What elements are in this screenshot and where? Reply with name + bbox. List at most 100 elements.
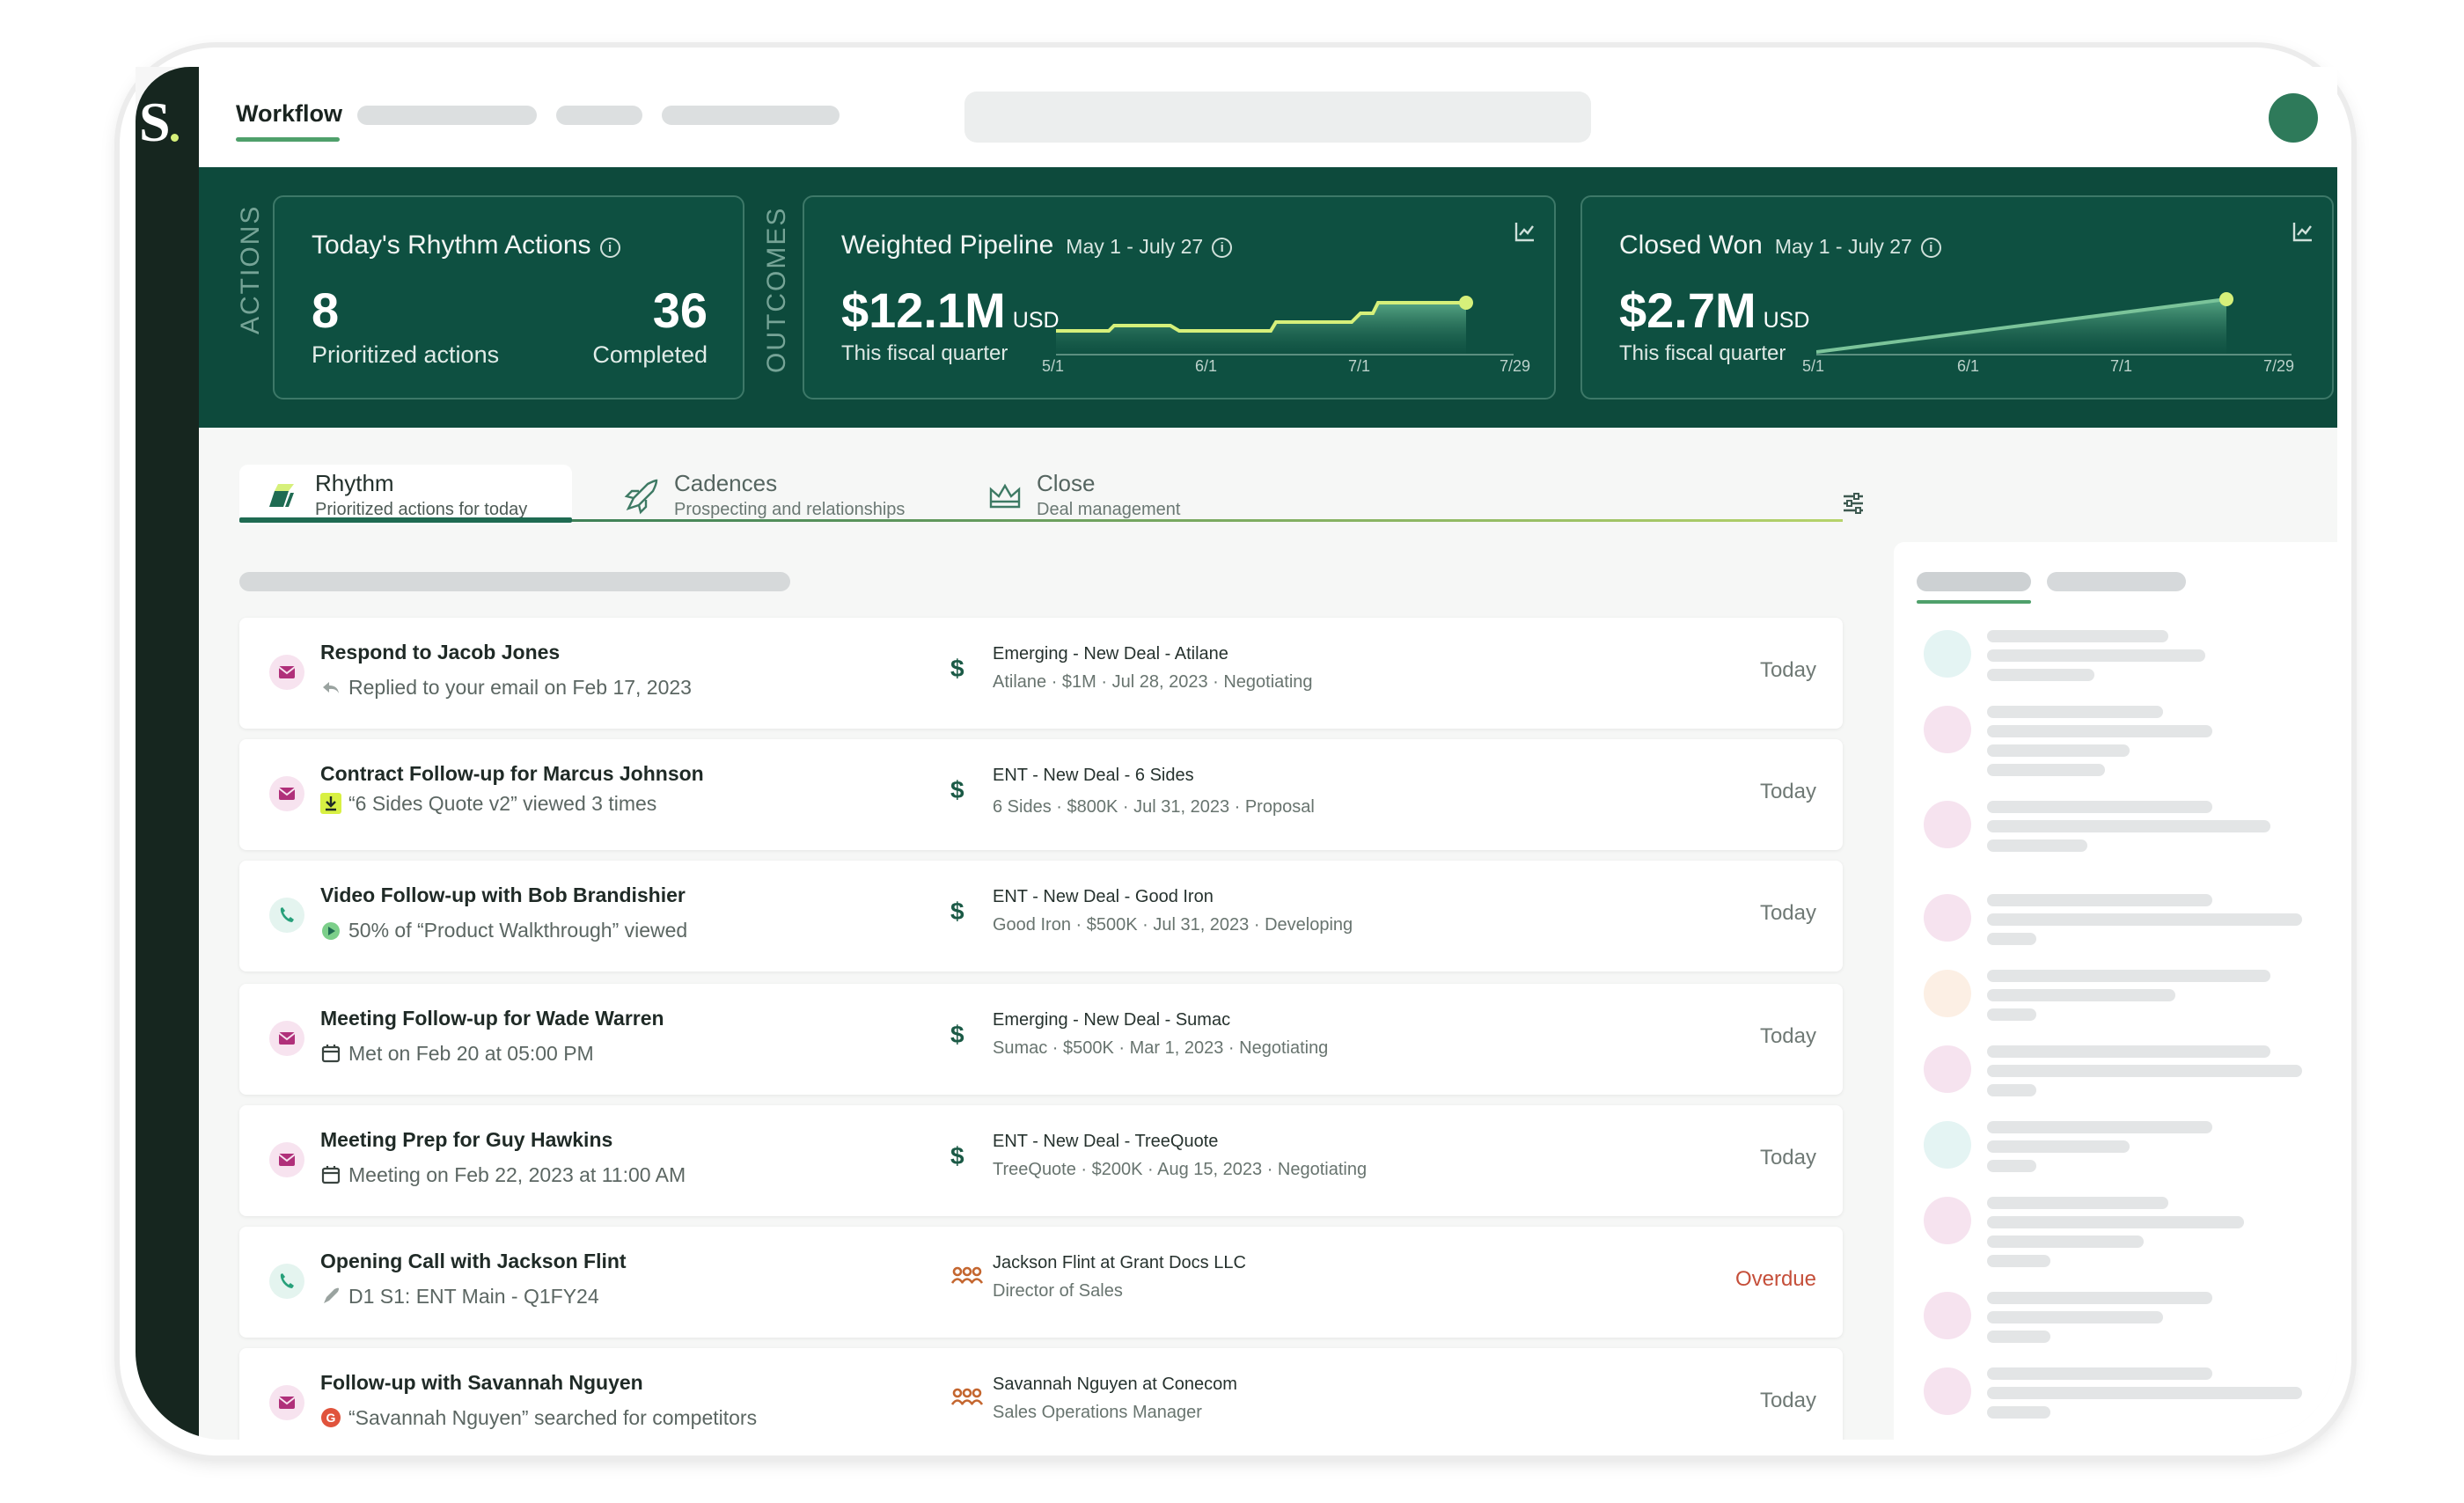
placeholder-line [1987,820,2270,832]
row-title: Respond to Jacob Jones [320,641,561,664]
row-detail: D1 S1: ENT Main - Q1FY24 [320,1285,599,1309]
placeholder-line [1987,1121,2212,1133]
crown-icon [989,483,1021,509]
nav-item-placeholder[interactable] [662,106,840,125]
closed-title-text: Closed Won [1619,231,1763,260]
placeholder-avatar [1924,894,1971,942]
mail-icon [269,1142,304,1177]
app-logo[interactable]: S [139,91,171,153]
info-icon[interactable]: i [1212,238,1233,258]
row-detail: Met on Feb 20 at 05:00 PM [320,1042,594,1066]
closed-value: $2.7M [1619,282,1756,338]
pipeline-currency: USD [1012,308,1060,333]
people-icon [950,1385,984,1414]
panel-tab-placeholder[interactable] [1917,572,2031,591]
placeholder-line [1987,630,2168,642]
deal-title[interactable]: ENT - New Deal - 6 Sides [993,766,1194,785]
row-detail-text: “Savannah Nguyen” searched for competito… [348,1406,758,1429]
action-row[interactable]: Follow-up with Savannah Nguyen G “Savanna… [239,1348,1843,1440]
panel-tab-placeholder[interactable] [2047,572,2186,591]
placeholder-line [1987,1235,2144,1248]
deal-meta: Sumac · $500K · Mar 1, 2023 · Negotiatin… [993,1038,1329,1058]
placeholder-avatar [1924,1197,1971,1244]
user-avatar[interactable] [2269,93,2318,143]
rhythm-actions-card[interactable]: Today's Rhythm Actions i 8 Prioritized ac… [273,195,744,400]
deal-title[interactable]: Emerging - New Deal - Atilane [993,644,1228,664]
placeholder-avatar [1924,630,1971,678]
placeholder-line [1987,913,2302,926]
info-icon[interactable]: i [599,238,620,258]
nav-item-placeholder[interactable] [357,106,537,125]
deal-title[interactable]: Emerging - New Deal - Sumac [993,1010,1231,1030]
nav-workflow[interactable]: Workflow [236,100,342,127]
pipeline-period: This fiscal quarter [841,341,1008,365]
placeholder-line [1987,725,2212,737]
placeholder-line [1987,801,2212,813]
action-row[interactable]: Meeting Follow-up for Wade Warren Met on… [239,984,1843,1095]
placeholder-line [1987,669,2094,681]
placeholder-line [1987,1255,2050,1267]
closed-period: This fiscal quarter [1619,341,1786,365]
placeholder-line [1987,933,2036,945]
deal-meta: TreeQuote · $200K · Aug 15, 2023 · Negot… [993,1160,1368,1179]
row-title: Meeting Prep for Guy Hawkins [320,1128,613,1151]
contact-title[interactable]: Savannah Nguyen at Conecom [993,1375,1237,1394]
dollar-icon: $ [950,776,964,803]
row-detail-text: “6 Sides Quote v2” viewed 3 times [348,792,657,815]
metrics-band: ACTIONS Today's Rhythm Actions i 8 Priori… [199,167,2337,428]
rhythm-icon [269,484,294,507]
closed-won-card[interactable]: Closed Won May 1 - July 27 i $2.7M USD This… [1580,195,2334,400]
contact-role: Sales Operations Manager [993,1403,1202,1422]
calendar-icon [321,1166,341,1184]
completed-label: Completed [592,341,708,368]
logo-dot [171,134,179,142]
row-title: Contract Follow-up for Marcus Johnson [320,762,704,785]
placeholder-line [1987,1008,2036,1021]
row-detail-text: D1 S1: ENT Main - Q1FY24 [348,1285,599,1308]
row-title: Follow-up with Savannah Nguyen [320,1371,643,1394]
placeholder-line [1987,1387,2302,1399]
phone-icon [269,898,304,933]
rocket-icon [324,1287,339,1303]
deal-title[interactable]: ENT - New Deal - Good Iron [993,887,1214,906]
action-row[interactable]: Meeting Prep for Guy Hawkins Meeting on … [239,1105,1843,1216]
phone-icon [269,1264,304,1299]
action-row[interactable]: Respond to Jacob Jones Replied to your e… [239,618,1843,729]
tab-close[interactable]: Close Deal management [987,465,1251,524]
action-row[interactable]: Video Follow-up with Bob Brandishier 50%… [239,861,1843,971]
action-row[interactable]: Contract Follow-up for Marcus Johnson “6… [239,739,1843,850]
chart-icon[interactable] [2292,220,2314,243]
closed-sparkline [1816,292,2292,357]
row-title: Opening Call with Jackson Flint [320,1250,627,1272]
deal-meta: Atilane · $1M · Jul 28, 2023 · Negotiati… [993,672,1313,692]
due-status: Today [1759,901,1816,925]
chart-icon[interactable] [1514,220,1536,243]
tab-cadences[interactable]: Cadences Prospecting and relationships [621,465,938,524]
info-icon[interactable]: i [1920,238,1941,258]
side-panel-placeholder [1894,542,2337,1440]
reply-icon [323,682,339,693]
nav-item-placeholder[interactable] [556,106,642,125]
mail-icon [269,1021,304,1056]
closed-amount: $2.7M USD [1619,282,1809,339]
filter-icon[interactable] [1841,491,1866,516]
tab-rhythm[interactable]: Rhythm Prioritized actions for today [239,465,572,524]
pipeline-card-title: Weighted Pipeline May 1 - July 27 i [841,231,1233,260]
contact-title[interactable]: Jackson Flint at Grant Docs LLC [993,1253,1246,1272]
row-detail-text: Replied to your email on Feb 17, 2023 [348,676,692,699]
video-icon [322,922,340,940]
weighted-pipeline-card[interactable]: Weighted Pipeline May 1 - July 27 i $12.1M… [803,195,1556,400]
action-row[interactable]: Opening Call with Jackson Flint D1 S1: E… [239,1227,1843,1338]
mail-icon [269,1385,304,1420]
left-rail: S [136,67,199,1440]
deal-title[interactable]: ENT - New Deal - TreeQuote [993,1132,1219,1151]
people-icon [950,1264,984,1293]
placeholder-line [1987,1292,2212,1304]
row-detail: Meeting on Feb 22, 2023 at 11:00 AM [320,1163,686,1187]
mail-icon [269,776,304,811]
due-status: Today [1759,1024,1816,1048]
content-area: Rhythm Prioritized actions for today Cad… [199,428,2337,1440]
placeholder-avatar [1924,970,1971,1017]
search-bar[interactable] [964,92,1591,143]
placeholder-line [1987,1367,2212,1380]
